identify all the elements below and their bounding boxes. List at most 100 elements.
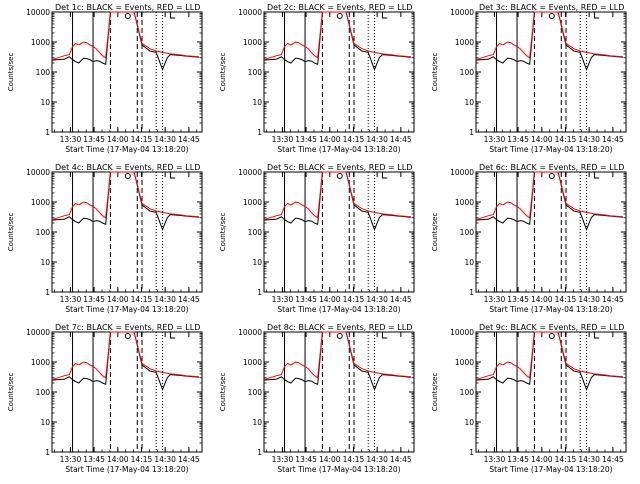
series-lld-line [475,331,623,381]
series-events-line [263,11,411,71]
y-tick-label: 100 [460,388,475,397]
x-tick-label: 13:30 [272,295,294,304]
x-tick-label: 13:45 [295,135,317,144]
y-tick-label: 100 [460,228,475,237]
marker-bracket [593,172,600,179]
x-axis-label: Start Time (17-May-04 13:18:20) [65,145,188,154]
y-tick-label: 1000 [455,38,474,47]
x-tick-label: 13:45 [83,295,105,304]
x-tick-label: 14:30 [154,295,176,304]
x-tick-label: 14:00 [319,455,341,464]
x-axis-label: Start Time (17-May-04 13:18:20) [489,465,612,474]
series-lld-line [51,11,199,61]
marker-bracket [593,12,600,19]
y-tick-label: 10 [464,258,474,267]
panel-title: Det 9c: BLACK = Events, RED = LLD [479,323,624,332]
marker-bracket [593,332,600,339]
series-lld-line [475,11,623,61]
x-tick-label: 14:00 [319,295,341,304]
detector-panel: Det 6c: BLACK = Events, RED = LLD 1 10 100 1… [431,163,627,314]
y-tick-label: 1000 [455,198,474,207]
y-tick-label: 10 [252,418,262,427]
y-tick-label: 10000 [26,168,50,177]
y-tick-label: 1000 [243,38,262,47]
y-tick-label: 10000 [450,8,474,17]
panel-title: Det 2c: BLACK = Events, RED = LLD [267,3,412,12]
x-axis-label: Start Time (17-May-04 13:18:20) [277,305,400,314]
detector-panel: Det 1c: BLACK = Events, RED = LLD 1 10 100 1… [7,3,203,154]
y-tick-label: 100 [248,68,263,77]
y-axis-label: Counts/sec [431,373,439,412]
detector-panel: Det 8c: BLACK = Events, RED = LLD 1 10 100 1… [219,323,415,474]
y-tick-label: 1000 [455,358,474,367]
x-tick-label: 14:15 [343,455,365,464]
x-tick-label: 14:30 [578,295,600,304]
x-tick-label: 14:15 [131,455,153,464]
marker-circle [548,173,555,179]
x-tick-label: 13:30 [60,135,82,144]
y-tick-label: 10000 [26,8,50,17]
y-tick-label: 10000 [238,328,262,337]
y-tick-label: 10 [40,418,50,427]
y-tick-label: 1000 [243,358,262,367]
series-events-line [475,171,623,231]
series-events-line [263,171,411,231]
x-tick-label: 14:15 [131,135,153,144]
x-tick-label: 13:30 [484,295,506,304]
x-tick-label: 13:45 [507,135,529,144]
panel-title: Det 1c: BLACK = Events, RED = LLD [55,3,200,12]
x-tick-label: 14:45 [390,455,412,464]
marker-circle [336,173,343,179]
series-events-line [475,11,623,71]
x-tick-label: 14:15 [131,295,153,304]
x-tick-label: 14:45 [178,455,200,464]
detector-panel: Det 3c: BLACK = Events, RED = LLD 1 10 100 1… [431,3,627,154]
y-tick-label: 10 [252,258,262,267]
x-tick-label: 14:45 [602,295,624,304]
y-tick-label: 1 [469,448,474,457]
x-axis-label: Start Time (17-May-04 13:18:20) [489,305,612,314]
x-tick-label: 14:00 [319,135,341,144]
x-tick-label: 14:30 [578,455,600,464]
panel-title: Det 5c: BLACK = Events, RED = LLD [267,163,412,172]
y-axis-label: Counts/sec [431,213,439,252]
plot-frame [475,11,627,133]
y-tick-label: 10000 [450,168,474,177]
y-tick-label: 1 [257,128,262,137]
x-tick-label: 13:45 [83,455,105,464]
x-tick-label: 14:45 [178,135,200,144]
x-tick-label: 13:45 [295,295,317,304]
marker-circle [124,173,131,179]
y-tick-label: 1000 [31,198,50,207]
y-tick-label: 1 [45,128,50,137]
marker-bracket [381,332,388,339]
series-lld-line [51,331,199,381]
y-tick-label: 100 [36,388,51,397]
x-axis-label: Start Time (17-May-04 13:18:20) [65,305,188,314]
plot-frame [263,171,415,293]
y-tick-label: 100 [248,388,263,397]
series-events-line [263,331,411,391]
x-tick-label: 14:00 [107,455,129,464]
x-tick-label: 13:45 [83,135,105,144]
x-tick-label: 14:30 [154,135,176,144]
series-lld-line [263,171,411,221]
plot-frame [51,11,203,133]
x-axis-label: Start Time (17-May-04 13:18:20) [277,465,400,474]
x-tick-label: 14:15 [555,135,577,144]
plot-frame [475,171,627,293]
y-tick-label: 100 [36,68,51,77]
series-events-line [475,331,623,391]
marker-circle [548,13,555,19]
y-axis-label: Counts/sec [431,53,439,92]
y-tick-label: 1 [469,128,474,137]
y-tick-label: 1 [45,448,50,457]
panel-title: Det 3c: BLACK = Events, RED = LLD [479,3,624,12]
marker-bracket [381,12,388,19]
x-tick-label: 13:30 [272,135,294,144]
x-tick-label: 14:15 [555,455,577,464]
y-tick-label: 1 [257,288,262,297]
x-tick-label: 14:45 [178,295,200,304]
y-tick-label: 10000 [26,328,50,337]
x-tick-label: 14:45 [602,135,624,144]
